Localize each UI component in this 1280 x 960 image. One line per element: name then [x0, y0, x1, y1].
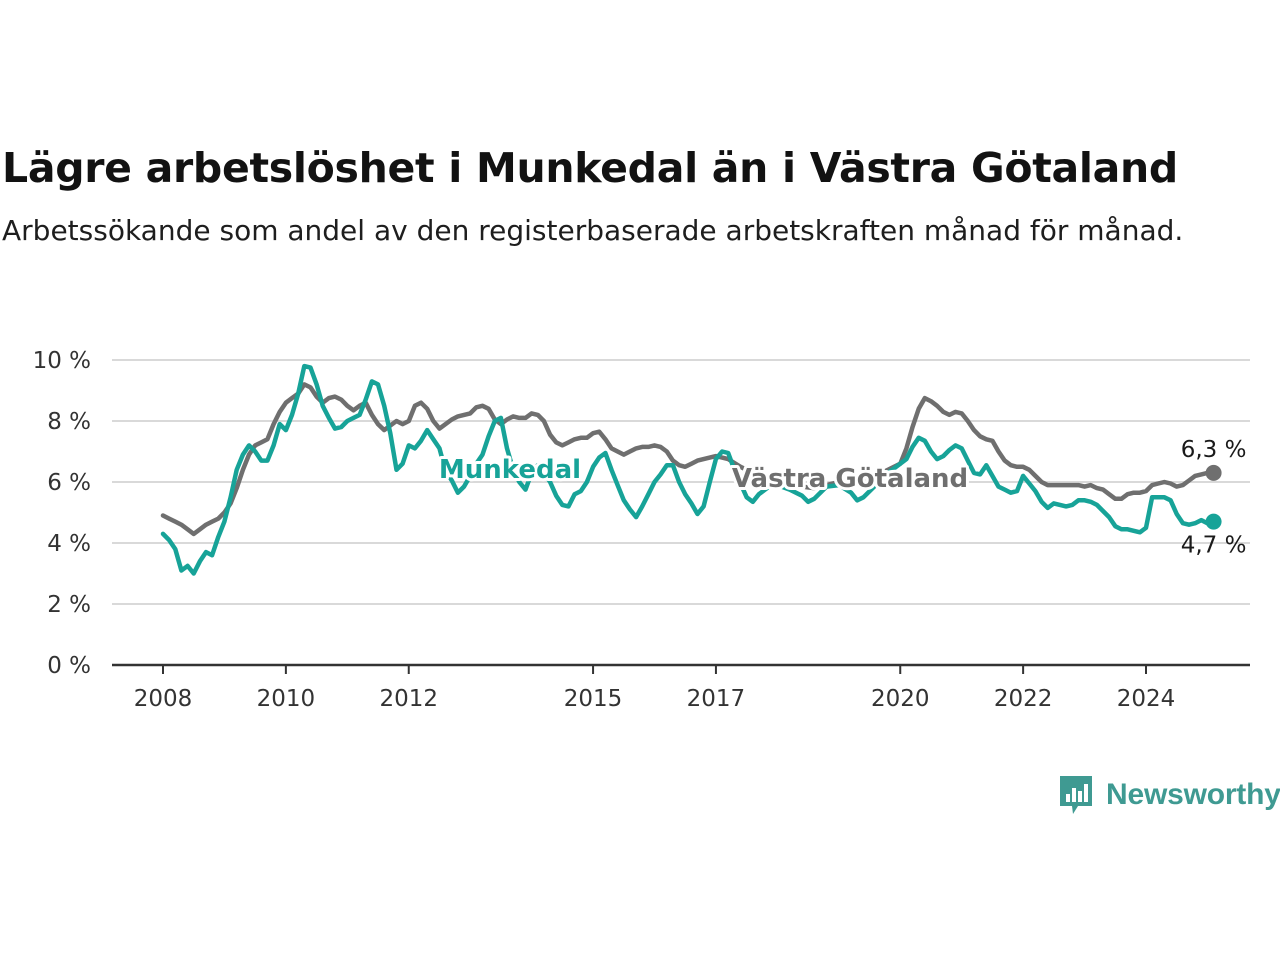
brand-name: Newsworthy	[1106, 778, 1280, 811]
newsworthy-logo: Newsworthy	[1058, 772, 1280, 818]
y-axis-ticks: 0 % 2 % 4 % 6 % 8 % 10 %	[33, 348, 91, 679]
x-tick-label: 2008	[134, 686, 193, 712]
x-axis-ticks: 2008 2010 2012 2015 2017 2020 2022 2024	[134, 665, 1176, 712]
series-line-munkedal	[160, 363, 1216, 576]
x-tick-label: 2022	[994, 686, 1053, 712]
series-labels: 6,3 % Västra Götaland 4,7 % Munkedal	[436, 437, 1247, 559]
series-line-v-stra-g-taland	[160, 382, 1216, 537]
x-tick-label: 2015	[564, 686, 623, 712]
end-point-marker	[1205, 513, 1222, 530]
y-tick-label: 8 %	[47, 409, 91, 435]
y-tick-label: 6 %	[47, 470, 91, 496]
y-tick-label: 0 %	[47, 653, 91, 679]
y-tick-label: 2 %	[47, 592, 91, 618]
chart-title: Lägre arbetslöshet i Munkedal än i Västr…	[2, 144, 1178, 192]
x-tick-label: 2010	[257, 686, 316, 712]
x-tick-label: 2020	[871, 686, 930, 712]
series-name-label: Västra Götaland	[732, 464, 968, 494]
y-tick-label: 4 %	[47, 531, 91, 557]
y-tick-label: 10 %	[33, 348, 91, 374]
x-tick-label: 2024	[1117, 686, 1176, 712]
bar-chart-bubble-icon	[1060, 776, 1092, 814]
x-tick-label: 2017	[687, 686, 746, 712]
end-point-marker	[1205, 464, 1222, 481]
end-value-label: 4,7 %	[1181, 533, 1247, 559]
x-tick-label: 2012	[379, 686, 438, 712]
end-value-label: 6,3 %	[1181, 437, 1247, 463]
chart-subtitle: Arbetssökande som andel av den registerb…	[2, 214, 1184, 247]
series-name-label: Munkedal	[439, 455, 581, 485]
series-lines	[160, 363, 1222, 576]
